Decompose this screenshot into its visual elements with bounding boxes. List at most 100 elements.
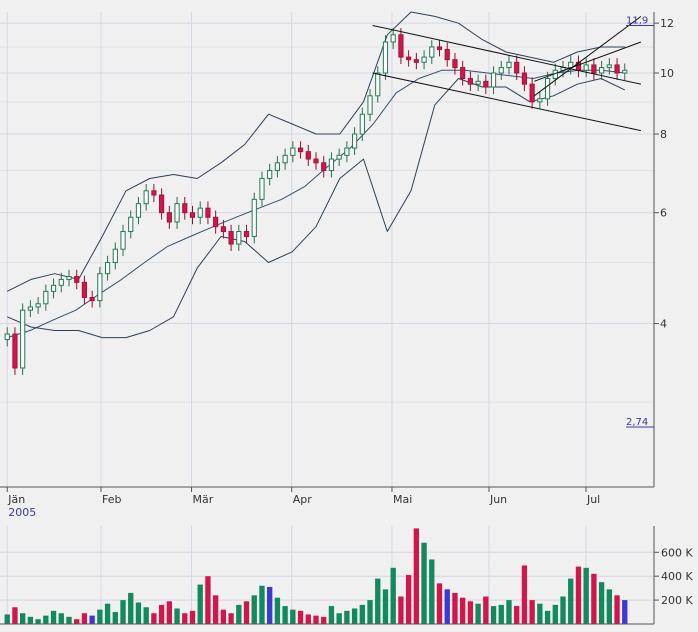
volume-bar: [97, 609, 103, 624]
volume-bar: [135, 602, 142, 624]
candle-up: [4, 333, 10, 341]
volume-bar: [413, 528, 420, 624]
volume-bar: [614, 595, 620, 624]
volume-tick-label: 200 K: [661, 594, 693, 607]
volume-bar: [367, 600, 373, 624]
volume-bar: [313, 615, 319, 624]
candle-up: [112, 248, 118, 264]
candle-down: [74, 276, 80, 283]
candle-down: [406, 56, 412, 61]
candle-up: [267, 170, 273, 179]
candle-down: [305, 151, 311, 160]
candle-up: [390, 34, 396, 43]
candle-up: [290, 147, 296, 156]
candle-up: [197, 207, 203, 218]
volume-bar: [452, 592, 458, 624]
volume-bar: [344, 610, 350, 624]
candle-down: [243, 231, 250, 237]
candle-down: [189, 212, 196, 218]
candle-up: [143, 190, 149, 205]
candle-up: [20, 309, 26, 369]
trend-line: [372, 72, 642, 132]
candle-up: [50, 284, 57, 292]
volume-bar: [220, 609, 227, 624]
volume-bar: [4, 614, 10, 624]
candle-up: [274, 162, 281, 172]
volume-bar: [436, 583, 443, 624]
volume-bar: [398, 596, 404, 624]
candle-up: [128, 216, 134, 233]
volume-bar: [336, 613, 342, 624]
candle-up: [351, 133, 358, 149]
candle-up: [66, 276, 72, 280]
upper-band-line: [6, 11, 625, 292]
bollinger-bands: [6, 11, 626, 339]
volume-bar: [321, 616, 327, 624]
volume-bar: [552, 604, 558, 624]
candle-down: [313, 158, 319, 164]
axis-labels: 4 6 8 10 12 Jän Feb Mär Apr Mai Jun Jul 2005 11,9 2,74…: [7, 15, 693, 607]
month-label: Feb: [102, 493, 121, 506]
candle-up: [622, 69, 628, 74]
volume-bar: [143, 607, 149, 624]
month-label: Apr: [293, 493, 313, 506]
candle-up: [568, 61, 574, 69]
candle-down: [521, 72, 528, 85]
trend-line: [533, 16, 642, 97]
candle-down: [228, 231, 234, 245]
volume-bar: [622, 600, 628, 624]
volume-bar: [20, 613, 26, 624]
candle-down: [460, 67, 466, 80]
candle-up: [344, 147, 350, 156]
volume-bar: [66, 616, 72, 624]
candle-up: [58, 278, 64, 286]
volume-bar: [290, 609, 296, 624]
month-label: Jän: [7, 493, 25, 506]
candle-down: [220, 226, 226, 233]
candle-up: [282, 154, 288, 164]
volume-bar: [282, 606, 288, 624]
candle-up: [506, 61, 512, 69]
volume-bar: [444, 589, 450, 624]
volume-bar: [359, 604, 365, 624]
volume-bar: [591, 573, 597, 624]
volume-bar: [575, 566, 582, 624]
candle-up: [599, 67, 605, 74]
price-tick-label: 8: [660, 128, 667, 141]
volume-bar: [421, 542, 427, 624]
volume-tick-label: 600 K: [661, 546, 693, 559]
volume-bar: [243, 601, 250, 624]
candle-down: [166, 212, 172, 223]
volume-bar: [212, 595, 219, 624]
volume-bar: [35, 619, 41, 624]
volume-bar: [405, 575, 412, 624]
volume-bar: [475, 603, 481, 624]
candle-up: [544, 78, 551, 100]
volume-bar: [236, 604, 242, 624]
candle-up: [429, 46, 435, 58]
volume-bar: [58, 613, 64, 624]
volume-bar: [120, 600, 126, 624]
volume-bar: [228, 613, 234, 624]
volume-bar: [483, 596, 489, 624]
volume-bar: [267, 586, 273, 624]
trend-line: [534, 41, 642, 82]
annotation-period-low: 2,74: [626, 417, 648, 428]
volume-bar: [43, 615, 49, 624]
candle-up: [328, 158, 335, 172]
candle-up: [375, 72, 381, 97]
candle-up: [475, 80, 481, 85]
volume-bar: [305, 614, 311, 624]
candle-up: [382, 41, 389, 74]
candle-up: [135, 203, 142, 218]
volume-bar: [490, 606, 497, 624]
candle-up: [174, 203, 180, 223]
volume-bar: [12, 607, 18, 624]
candle-up: [236, 231, 242, 245]
candle-up: [43, 290, 49, 305]
month-label: Jun: [489, 493, 507, 506]
candle-down: [159, 194, 165, 214]
axes: [0, 12, 659, 625]
candle-down: [297, 147, 304, 153]
